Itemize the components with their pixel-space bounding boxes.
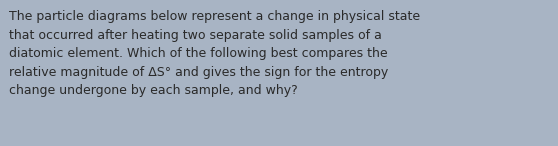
Text: The particle diagrams below represent a change in physical state
that occurred a: The particle diagrams below represent a … bbox=[9, 10, 420, 97]
